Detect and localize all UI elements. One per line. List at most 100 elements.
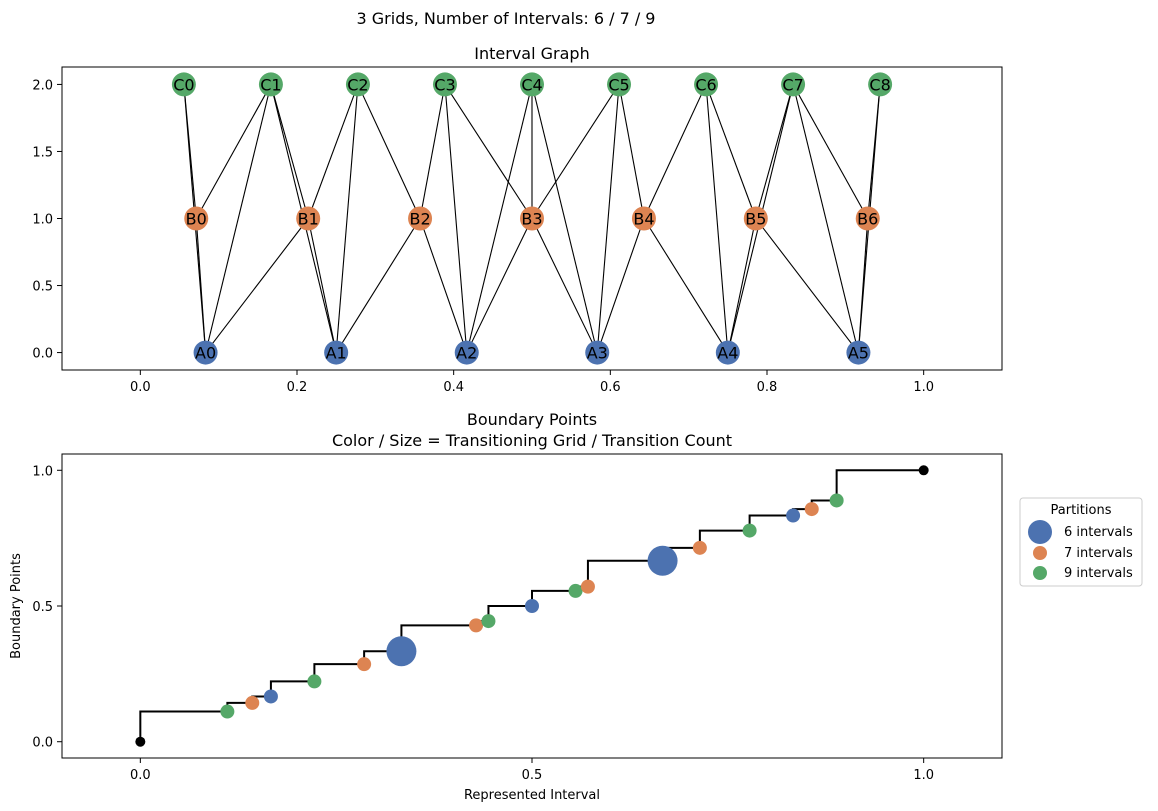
- graph-node-label-b6: B6: [857, 210, 878, 229]
- graph-node-c3: [432, 72, 457, 97]
- legend-marker-9-intervals: [1033, 566, 1047, 580]
- boundary-point-7-intervals: [804, 502, 819, 517]
- graph-edge-a3-c5: [596, 84, 620, 353]
- boundary-point-9-intervals: [742, 523, 757, 538]
- graph-node-c7: [781, 72, 806, 97]
- legend-title: Partitions: [1051, 503, 1112, 518]
- boundary-point-7-intervals: [580, 579, 595, 594]
- boundary-point-9-intervals: [829, 493, 844, 508]
- graph-node-label-c8: C8: [869, 75, 890, 94]
- graph-node-label-c1: C1: [260, 75, 281, 94]
- graph-edge-a0-c1: [205, 84, 272, 353]
- graph-edge-a2-c3: [444, 84, 468, 353]
- graph-edge-a1-b1: [307, 218, 337, 353]
- graph-edge-a4-c6: [705, 84, 729, 353]
- graph-node-b6: [855, 206, 880, 231]
- boundary-point-9-intervals: [481, 614, 496, 629]
- graph-node-label-b0: B0: [186, 210, 207, 229]
- graph-node-c8: [868, 72, 893, 97]
- graph-edge-b3-c3: [444, 84, 533, 219]
- graph-edge-b4-c6: [643, 84, 707, 219]
- x-tick-label: 0.0: [130, 380, 151, 395]
- graph-edge-b0-c0: [183, 84, 197, 219]
- graph-node-b3: [520, 206, 544, 231]
- graph-edge-a3-c4: [531, 84, 598, 353]
- graph-edge-a4-b5: [727, 218, 757, 353]
- legend-label-7-intervals: 7 intervals: [1064, 546, 1133, 561]
- boundary-point-9-intervals: [220, 704, 235, 719]
- boundary-point-6-intervals: [525, 599, 539, 613]
- x-tick-label: 0.2: [287, 380, 308, 395]
- legend-frame: [1019, 497, 1143, 587]
- x-tick-label: 0.5: [522, 768, 543, 783]
- graph-node-label-b3: B3: [521, 210, 542, 229]
- interval-graph-y-ticks: 0.0 0.5 1.0 1.5 2.0: [32, 78, 62, 362]
- boundary-point-7-intervals: [469, 618, 484, 633]
- graph-node-a1: [324, 340, 349, 365]
- interval-graph-x-ticks: 0.0 0.2 0.4 0.6 0.8 1.0: [130, 370, 934, 395]
- graph-node-b1: [296, 206, 321, 231]
- boundary-point-6-intervals: [647, 545, 678, 576]
- graph-nodes: A0 A1 A2 A3 A4 A5 B0 B1 B2 B3 B4 B5 B6 C0 C1 C2 C3 C4 C5 C6…: [171, 72, 893, 365]
- graph-node-b0: [184, 206, 209, 231]
- graph-node-label-c4: C4: [521, 75, 542, 94]
- boundary-point-9-intervals: [307, 674, 322, 689]
- boundary-point-6-intervals: [786, 508, 801, 523]
- graph-node-label-a5: A5: [848, 344, 869, 363]
- graph-node-a0: [193, 340, 218, 365]
- legend-label-6-intervals: 6 intervals: [1064, 525, 1133, 540]
- x-tick-label: 1.0: [913, 380, 934, 395]
- graph-edge-b3-c5: [531, 84, 620, 219]
- graph-node-b2: [408, 206, 433, 231]
- graph-edge-a1-b2: [335, 218, 421, 353]
- boundary-point-6-intervals: [263, 689, 278, 704]
- graph-node-c4: [520, 72, 544, 97]
- graph-edge-a2-c4: [466, 84, 533, 353]
- boundary-point-7-intervals: [692, 540, 707, 555]
- boundary-points-xlabel: Represented Interval: [464, 788, 600, 803]
- graph-edge-a5-c7: [792, 84, 859, 353]
- graph-node-c6: [694, 72, 719, 97]
- boundary-points-subtitle: Color / Size = Transitioning Grid / Tran…: [332, 431, 732, 450]
- graph-node-label-b4: B4: [633, 210, 654, 229]
- graph-edge-b0-c1: [195, 84, 272, 219]
- graph-edge-b5-c6: [705, 84, 757, 219]
- x-tick-label: 0.4: [443, 380, 464, 395]
- graph-node-label-b1: B1: [298, 210, 319, 229]
- graph-node-label-a4: A4: [717, 344, 738, 363]
- graph-node-c5: [607, 72, 632, 97]
- graph-edge-b1-c1: [270, 84, 309, 219]
- y-tick-label: 2.0: [32, 78, 53, 93]
- boundary-points-y-ticks: 0.0 0.5 1.0: [32, 464, 62, 751]
- graph-node-label-c2: C2: [347, 75, 368, 94]
- graph-node-label-a1: A1: [326, 344, 347, 363]
- legend-marker-6-intervals: [1028, 520, 1052, 544]
- graph-node-c1: [258, 72, 283, 97]
- graph-node-a5: [846, 340, 871, 365]
- graph-node-label-c0: C0: [173, 75, 194, 94]
- boundary-points-title: Boundary Points: [467, 410, 597, 429]
- graph-edge-a1-c2: [335, 84, 359, 353]
- x-tick-label: 0.6: [600, 380, 621, 395]
- x-tick-label: 1.0: [913, 768, 934, 783]
- graph-node-label-a3: A3: [587, 344, 608, 363]
- graph-node-label-b2: B2: [409, 210, 430, 229]
- x-tick-label: 0.0: [130, 768, 151, 783]
- graph-node-label-c3: C3: [434, 75, 455, 94]
- graph-node-c2: [345, 72, 370, 97]
- y-tick-label: 0.0: [32, 736, 53, 751]
- y-tick-label: 1.0: [32, 213, 53, 228]
- graph-node-label-a2: A2: [456, 344, 477, 363]
- interval-graph-title: Interval Graph: [474, 44, 589, 63]
- y-tick-label: 1.0: [32, 464, 53, 479]
- boundary-point-6-intervals: [386, 636, 417, 667]
- x-tick-label: 0.8: [757, 380, 778, 395]
- graph-node-c0: [171, 72, 196, 97]
- graph-node-a4: [715, 340, 740, 365]
- boundary-points-x-ticks: 0.0 0.5 1.0: [130, 758, 934, 783]
- graph-edge-a4-b4: [643, 218, 729, 353]
- boundary-points-panel: Boundary Points Color / Size = Transitio…: [9, 410, 1143, 803]
- graph-edge-b2-c2: [357, 84, 421, 219]
- boundary-point-9-intervals: [568, 583, 583, 598]
- boundary-point-7-intervals: [245, 695, 260, 710]
